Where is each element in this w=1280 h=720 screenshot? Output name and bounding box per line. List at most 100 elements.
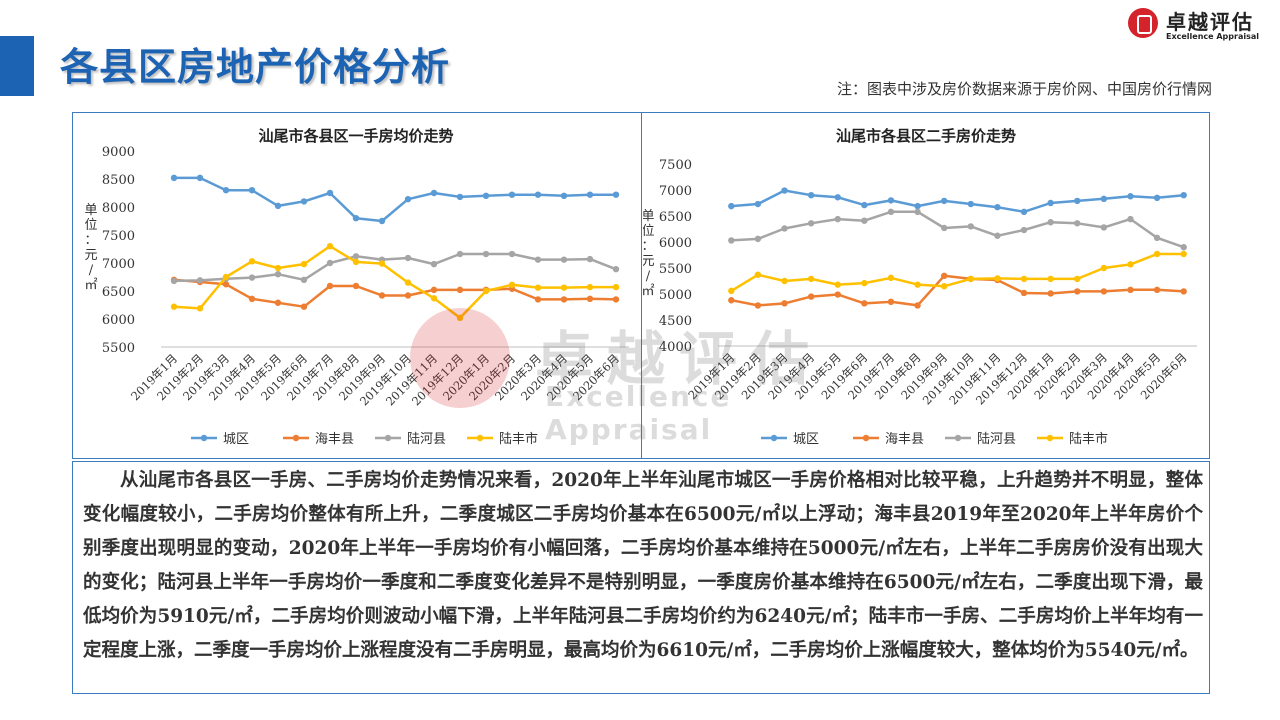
data-point [967,275,975,283]
data-point [1074,288,1081,295]
legend-marker [770,434,778,442]
data-point [754,200,762,208]
data-point [1180,192,1187,199]
data-point [1074,275,1081,283]
y-tick-label: 6000 [659,236,692,251]
data-point [1153,250,1161,258]
data-point [326,259,334,267]
data-point [1020,208,1028,216]
data-point [1100,288,1108,295]
data-point [378,292,386,299]
data-point [222,281,230,288]
data-point [781,187,788,194]
y-tick-label: 7000 [659,184,692,199]
data-point [352,258,360,266]
legend-marker [200,434,208,442]
data-point [274,202,282,210]
legend-label: 陆丰市 [499,431,538,447]
y-tick-label: 6000 [102,313,135,328]
series-line-2 [731,210,1185,249]
data-point [196,277,204,284]
data-point [781,225,788,232]
y-tick-label: 5500 [659,262,692,277]
data-point [534,191,542,198]
brand-logo: 卓越评估 Excellence Appraisal [1128,6,1278,46]
y-tick-label: 8500 [102,173,135,188]
data-point [728,297,735,304]
data-point [456,314,464,322]
data-point [170,303,178,310]
y-tick-label: 4000 [659,340,692,355]
data-point [560,256,568,263]
data-point [1074,197,1081,205]
data-point [404,292,412,299]
second-hand-price-chart: 汕尾市各县区二手房价走势 4000 4500 5000 5500 6000 6500 7000… [643,127,1197,447]
data-point [300,260,308,268]
legend-marker [862,434,870,442]
data-point [274,299,282,306]
data-point [222,187,230,194]
legend-label: 陆河县 [977,431,1016,447]
legend-label: 城区 [793,432,819,447]
data-point [728,237,735,244]
data-point [534,256,542,263]
data-point [248,274,256,281]
y-tick-label: 9000 [102,145,135,160]
data-point [196,174,204,182]
data-point [1153,286,1161,294]
legend-marker [384,434,392,442]
y-axis-label: 单位：元/㎡ [643,209,655,299]
data-point [456,250,464,258]
data-point [940,224,948,232]
data-point [508,191,516,198]
data-point [404,254,412,262]
data-point [807,293,815,300]
y-tick-label: 5000 [659,288,692,303]
legend-label: 城区 [223,432,249,447]
data-point [274,271,282,278]
data-point [430,260,438,268]
data-point [1020,226,1028,234]
data-point [1047,199,1054,207]
data-point [834,281,841,288]
data-point [1100,195,1108,203]
data-point [378,260,386,267]
data-point [300,198,308,205]
data-point [994,203,1001,211]
data-point [1074,220,1081,227]
y-tick-label: 6500 [102,285,135,300]
data-point [560,284,568,291]
data-point [1020,275,1028,283]
data-point [967,223,975,230]
data-point [914,302,921,309]
legend-label: 海丰县 [885,432,924,447]
series-line-1 [731,274,1184,307]
data-point [861,279,868,287]
y-tick-label: 5500 [102,341,135,356]
logo-name: 卓越评估 [1166,10,1254,34]
data-point [1047,290,1054,297]
data-point [754,302,762,309]
series-line-1 [173,278,617,308]
data-point [352,253,360,260]
data-point [508,250,516,258]
data-point [807,220,815,227]
data-point [430,189,438,197]
data-point [430,295,438,302]
data-point [940,272,948,279]
data-point [807,192,815,199]
data-point [534,296,542,303]
data-point [534,284,542,291]
data-point [994,275,1001,282]
data-point [586,283,594,291]
data-point [404,279,412,286]
data-point [994,232,1001,239]
data-point [861,300,868,307]
y-tick-label: 8000 [102,201,135,216]
chart-title: 汕尾市各县区二手房价走势 [836,127,1016,145]
data-point [754,235,762,243]
data-point [378,217,386,225]
data-point [1127,261,1134,268]
series-line-0 [731,189,1184,214]
legend-marker [292,434,300,442]
